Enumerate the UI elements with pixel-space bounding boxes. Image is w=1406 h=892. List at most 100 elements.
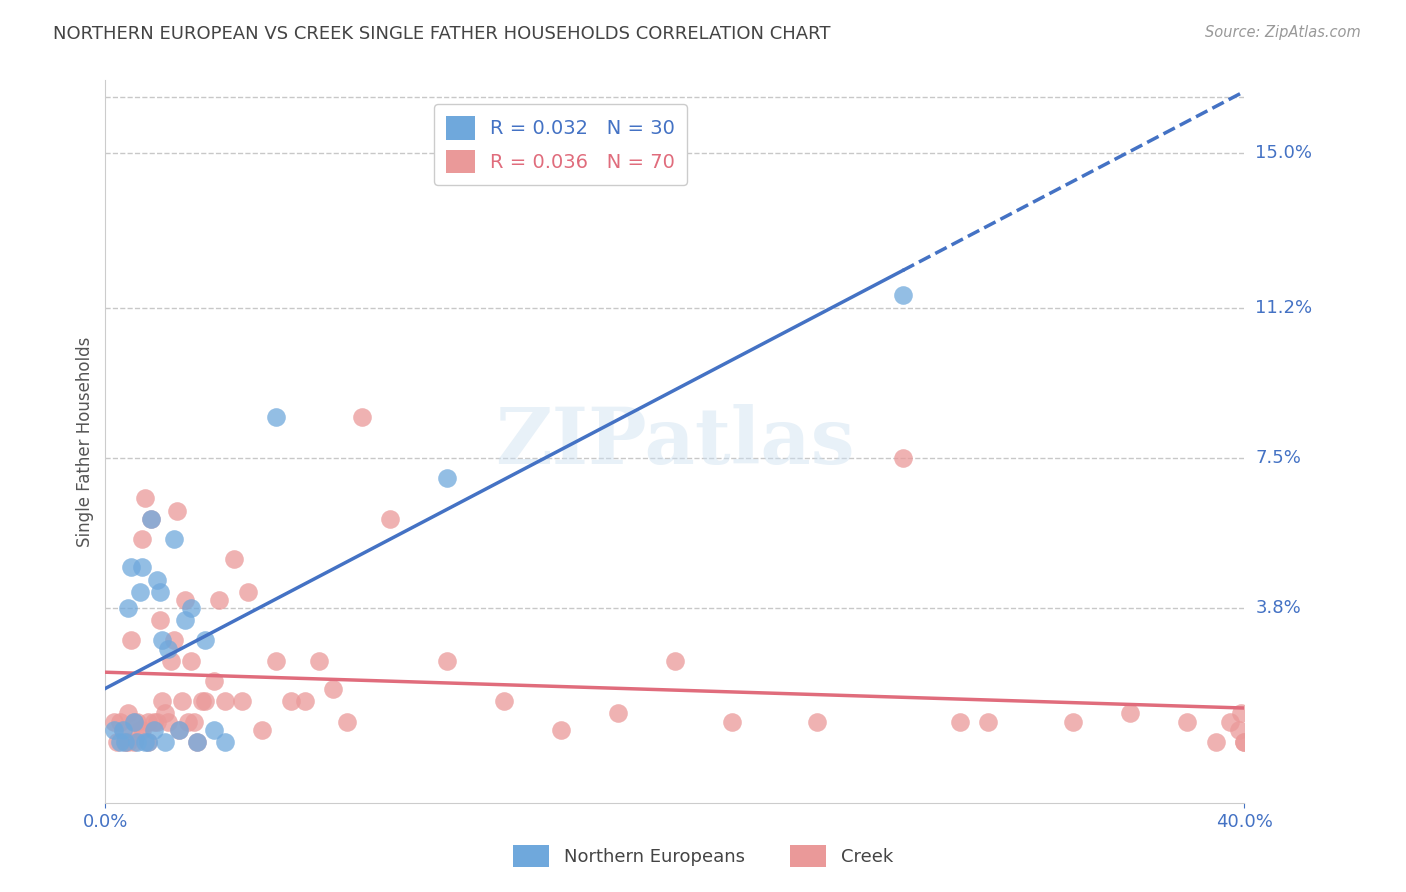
Point [180, 654, 202, 668]
Point [111, 723, 134, 737]
Point [155, 706, 177, 721]
Point [1230, 706, 1253, 721]
Point [169, 723, 191, 737]
Text: 7.5%: 7.5% [1256, 449, 1302, 467]
Text: ZIPatlas: ZIPatlas [495, 403, 855, 480]
Point [550, 723, 572, 737]
Point [120, 633, 142, 648]
Point [308, 654, 330, 668]
Point [186, 735, 208, 749]
Point [128, 584, 150, 599]
Point [122, 714, 145, 729]
Point [108, 714, 131, 729]
Point [142, 723, 165, 737]
Point [120, 560, 142, 574]
Legend: Northern Europeans, Creek: Northern Europeans, Creek [506, 838, 900, 874]
Point [145, 573, 167, 587]
Point [148, 584, 170, 599]
Point [131, 532, 153, 546]
Point [169, 723, 191, 737]
Point [250, 723, 273, 737]
Point [720, 714, 742, 729]
Point [108, 735, 131, 749]
Point [139, 511, 162, 525]
Point [891, 450, 914, 465]
Point [117, 601, 139, 615]
Point [157, 641, 180, 656]
Point [148, 613, 170, 627]
Point [948, 714, 970, 729]
Point [1175, 714, 1198, 729]
Point [177, 714, 200, 729]
Text: Source: ZipAtlas.com: Source: ZipAtlas.com [1205, 25, 1361, 40]
Point [157, 714, 180, 729]
Point [231, 694, 253, 708]
Point [180, 601, 202, 615]
Point [1119, 706, 1142, 721]
Point [183, 714, 205, 729]
Point [1219, 714, 1241, 729]
Point [111, 723, 134, 737]
Point [186, 735, 208, 749]
Point [166, 503, 188, 517]
Point [191, 694, 214, 708]
Point [163, 633, 186, 648]
Point [222, 552, 245, 566]
Point [1063, 714, 1085, 729]
Point [236, 584, 259, 599]
Point [122, 714, 145, 729]
Point [114, 735, 136, 749]
Point [136, 714, 159, 729]
Point [145, 714, 167, 729]
Point [103, 714, 125, 729]
Point [160, 654, 183, 668]
Point [202, 723, 225, 737]
Point [264, 410, 288, 425]
Point [131, 560, 153, 574]
Text: 11.2%: 11.2% [1256, 299, 1313, 317]
Point [152, 694, 174, 708]
Point [125, 714, 148, 729]
Point [280, 694, 302, 708]
Point [174, 613, 197, 627]
Point [125, 735, 148, 749]
Text: NORTHERN EUROPEAN VS CREEK SINGLE FATHER HOUSEHOLDS CORRELATION CHART: NORTHERN EUROPEAN VS CREEK SINGLE FATHER… [53, 25, 831, 43]
Point [322, 682, 344, 697]
Point [172, 694, 194, 708]
Point [214, 694, 236, 708]
Point [336, 714, 359, 729]
Point [139, 511, 162, 525]
Point [294, 694, 316, 708]
Point [202, 673, 225, 688]
Point [163, 532, 186, 546]
Point [122, 735, 145, 749]
Point [194, 633, 217, 648]
Point [664, 654, 686, 668]
Point [194, 694, 217, 708]
Point [152, 633, 174, 648]
Point [436, 471, 458, 485]
Point [607, 706, 630, 721]
Point [136, 735, 159, 749]
Point [128, 723, 150, 737]
Point [350, 410, 373, 425]
Point [117, 706, 139, 721]
Point [131, 723, 153, 737]
Point [436, 654, 458, 668]
Point [103, 723, 125, 737]
Text: 3.8%: 3.8% [1256, 599, 1301, 617]
Point [136, 735, 159, 749]
Point [378, 511, 402, 525]
Point [1205, 735, 1227, 749]
Text: 15.0%: 15.0% [1256, 145, 1312, 162]
Point [114, 735, 136, 749]
Point [891, 288, 914, 302]
Point [214, 735, 236, 749]
Point [134, 735, 156, 749]
Point [174, 592, 197, 607]
Point [142, 714, 165, 729]
Y-axis label: Single Father Households: Single Father Households [76, 336, 94, 547]
Point [1233, 735, 1256, 749]
Point [134, 491, 156, 506]
Point [1233, 735, 1256, 749]
